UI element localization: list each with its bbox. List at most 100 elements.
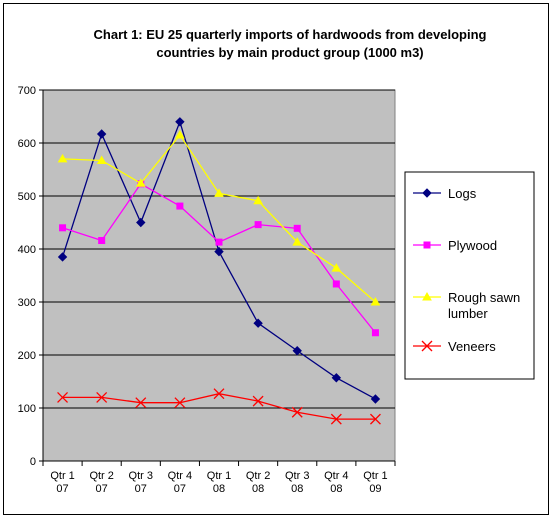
data-point bbox=[174, 397, 186, 409]
x-tick-label-line: 08 bbox=[213, 483, 225, 495]
y-tick-label: 500 bbox=[18, 191, 36, 203]
data-point bbox=[370, 296, 381, 306]
x-tick-label: Qtr 3 07 bbox=[129, 470, 153, 495]
x-tick-label-line: 07 bbox=[174, 483, 186, 495]
legend-label-line: Plywood bbox=[448, 238, 497, 253]
legend-box bbox=[404, 171, 535, 380]
data-point bbox=[252, 395, 264, 407]
data-point bbox=[253, 195, 263, 205]
legend: Logs Plywood Rough sawn lumber Veneers bbox=[404, 171, 535, 380]
data-point-stroke bbox=[174, 397, 186, 409]
data-point bbox=[213, 388, 225, 400]
legend-label: Rough sawn lumber bbox=[448, 290, 520, 321]
plot-area bbox=[42, 89, 396, 462]
x-tick-label: Qtr 3 08 bbox=[285, 470, 309, 495]
series-veneers bbox=[57, 388, 381, 425]
data-point bbox=[253, 318, 263, 328]
data-point bbox=[291, 406, 303, 418]
chart-title: Chart 1: EU 25 quarterly imports of hard… bbox=[40, 26, 540, 62]
legend-item-rough-sawn-lumber: Rough sawn lumber bbox=[413, 290, 520, 321]
x-tick-label-line: Qtr 4 bbox=[324, 470, 348, 482]
x-tick-label: Qtr 1 09 bbox=[363, 470, 387, 495]
data-point bbox=[423, 241, 431, 249]
data-point bbox=[292, 346, 302, 356]
legend-item-plywood: Plywood bbox=[413, 238, 497, 253]
legend-label-line: lumber bbox=[448, 306, 488, 321]
data-point-stroke bbox=[291, 406, 303, 418]
x-tick-label: Qtr 1 08 bbox=[207, 470, 231, 495]
data-point-stroke bbox=[252, 395, 264, 407]
x-tick-label: Qtr 2 07 bbox=[89, 470, 113, 495]
legend-label-line: Logs bbox=[448, 186, 477, 201]
data-point bbox=[175, 117, 185, 127]
x-tick-label-line: 07 bbox=[96, 483, 108, 495]
series-rough-sawn-lumber bbox=[57, 130, 381, 306]
x-tick-label-line: 09 bbox=[369, 483, 381, 495]
data-point-stroke bbox=[330, 413, 342, 425]
x-tick-label: Qtr 4 07 bbox=[168, 470, 192, 495]
data-point bbox=[422, 188, 432, 198]
data-point bbox=[176, 202, 184, 210]
x-tick-label-line: 07 bbox=[56, 483, 68, 495]
x-tick-label-line: 08 bbox=[291, 483, 303, 495]
chart-title-line-1: Chart 1: EU 25 quarterly imports of hard… bbox=[93, 27, 487, 42]
data-point bbox=[57, 153, 68, 163]
x-tick-label-line: Qtr 4 bbox=[168, 470, 192, 482]
legend-label: Logs bbox=[448, 186, 477, 201]
x-tick-label-line: Qtr 3 bbox=[129, 470, 153, 482]
legend-label: Plywood bbox=[448, 238, 497, 253]
series-logs bbox=[57, 117, 381, 404]
data-point bbox=[371, 329, 379, 337]
y-tick-label: 400 bbox=[18, 244, 36, 256]
data-point bbox=[214, 188, 224, 197]
x-tick-label-line: Qtr 3 bbox=[285, 470, 309, 482]
x-tick-label-line: Qtr 1 bbox=[50, 470, 74, 482]
data-point bbox=[331, 373, 342, 383]
x-tick-label-line: Qtr 1 bbox=[207, 470, 231, 482]
data-point bbox=[57, 252, 68, 262]
data-point bbox=[136, 217, 146, 228]
data-point bbox=[293, 224, 301, 232]
data-point bbox=[96, 391, 108, 403]
data-point bbox=[254, 221, 262, 229]
data-point-stroke bbox=[57, 391, 69, 403]
data-point bbox=[332, 280, 340, 288]
x-tick-label-line: 08 bbox=[330, 483, 342, 495]
series-plywood bbox=[59, 180, 379, 337]
data-point bbox=[57, 391, 69, 403]
x-tick-label-line: Qtr 1 bbox=[363, 470, 387, 482]
data-point bbox=[98, 237, 106, 245]
x-tick-label-line: 07 bbox=[135, 483, 147, 495]
data-point-stroke bbox=[369, 413, 381, 425]
legend-label-line: Veneers bbox=[448, 339, 496, 354]
data-point-stroke bbox=[135, 397, 147, 409]
x-tick-label: Qtr 2 08 bbox=[246, 470, 270, 495]
chart-title-line-2: countries by main product group (1000 m3… bbox=[156, 45, 424, 60]
y-tick-label: 600 bbox=[18, 138, 36, 150]
x-tick-label-line: Qtr 2 bbox=[246, 470, 270, 482]
x-tick-label-line: Qtr 2 bbox=[89, 470, 113, 482]
data-point bbox=[421, 340, 433, 352]
x-tick-label-line: 08 bbox=[252, 483, 264, 495]
data-point bbox=[214, 246, 224, 257]
data-point bbox=[292, 237, 303, 246]
legend-label-line: Rough sawn bbox=[448, 290, 520, 305]
data-point bbox=[96, 129, 107, 139]
legend-item-veneers: Veneers bbox=[413, 339, 496, 354]
data-point bbox=[331, 263, 342, 272]
data-point-stroke bbox=[213, 388, 225, 400]
data-point-stroke bbox=[96, 391, 108, 403]
data-point bbox=[135, 178, 146, 187]
y-tick-label: 200 bbox=[18, 350, 36, 362]
data-point bbox=[175, 130, 185, 139]
legend-label: Veneers bbox=[448, 339, 496, 354]
data-point bbox=[135, 397, 147, 409]
data-point bbox=[215, 238, 223, 246]
data-point bbox=[96, 155, 107, 164]
data-point bbox=[369, 413, 381, 425]
data-point bbox=[422, 291, 432, 301]
y-tick-label: 300 bbox=[18, 297, 36, 309]
y-tick-label: 700 bbox=[18, 85, 36, 97]
